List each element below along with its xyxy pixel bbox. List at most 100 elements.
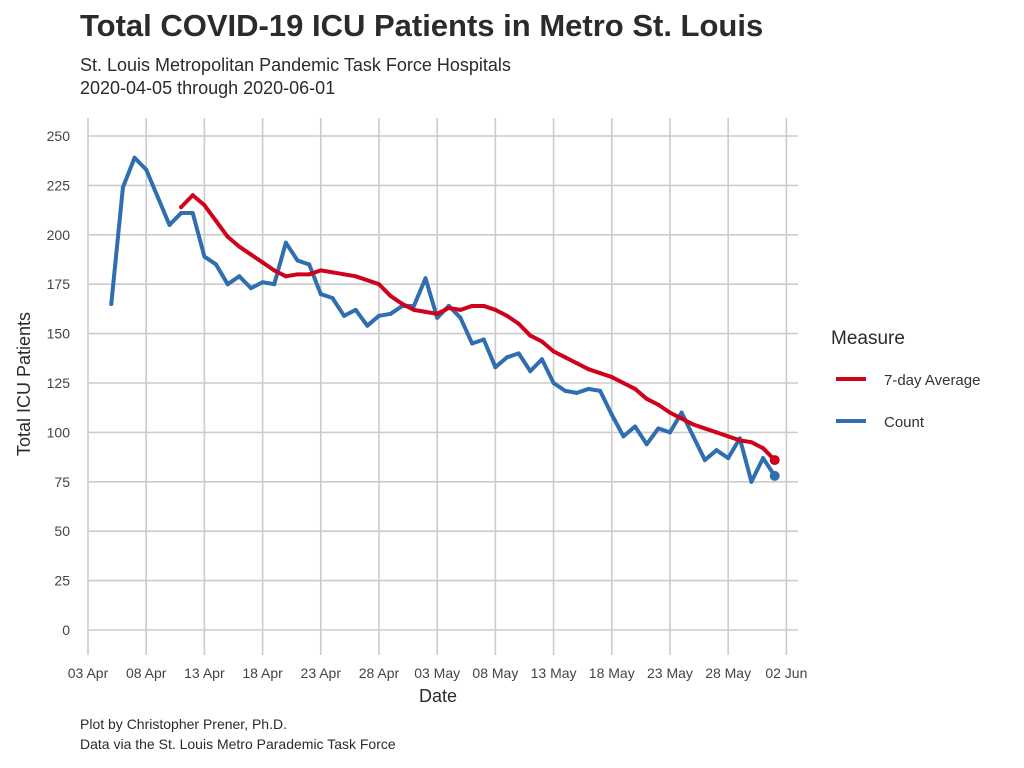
data-point-7-day-average — [400, 301, 405, 306]
data-point-count — [295, 258, 300, 263]
y-tick-label: 25 — [54, 573, 70, 589]
data-point-7-day-average — [214, 218, 219, 223]
data-point-count — [609, 412, 614, 417]
data-point-7-day-average — [644, 396, 649, 401]
data-point-count — [435, 315, 440, 320]
data-point-7-day-average — [342, 272, 347, 277]
data-point-7-day-average — [749, 440, 754, 445]
x-tick-label: 18 Apr — [242, 665, 283, 681]
x-tick-label: 28 Apr — [359, 665, 400, 681]
legend-label-7-day-average: 7-day Average — [884, 372, 980, 389]
data-point-7-day-average — [539, 339, 544, 344]
x-tick-label: 03 May — [414, 665, 460, 681]
data-point-7-day-average — [516, 321, 521, 326]
data-point-count — [563, 388, 568, 393]
data-point-count — [330, 296, 335, 301]
x-tick-labels: 03 Apr 08 Apr 13 Apr 18 Apr 23 Apr 28 Apr 03 M… — [68, 665, 808, 681]
data-point-count — [260, 280, 265, 285]
data-point-7-day-average — [458, 307, 463, 312]
data-point-count — [539, 357, 544, 362]
data-point-7-day-average — [633, 386, 638, 391]
data-point-7-day-average — [551, 349, 556, 354]
data-point-count — [132, 155, 137, 160]
data-point-count — [528, 369, 533, 374]
y-tick-label: 175 — [47, 276, 71, 292]
x-tick-label: 13 Apr — [184, 665, 225, 681]
data-point-7-day-average — [330, 270, 335, 275]
data-point-count — [656, 426, 661, 431]
x-tick-label: 08 Apr — [126, 665, 167, 681]
data-point-7-day-average — [679, 416, 684, 421]
data-point-count — [248, 286, 253, 291]
data-point-count — [167, 222, 172, 227]
data-point-count — [644, 442, 649, 447]
data-point-7-day-average — [283, 274, 288, 279]
data-point-7-day-average — [505, 313, 510, 318]
data-point-count — [272, 282, 277, 287]
data-point-count — [214, 262, 219, 267]
data-point-count — [155, 195, 160, 200]
data-point-count — [598, 388, 603, 393]
data-point-7-day-average — [737, 438, 742, 443]
data-point-count — [190, 211, 195, 216]
caption-author: Plot by Christopher Prener, Ph.D. — [80, 716, 287, 732]
data-point-count — [516, 351, 521, 356]
data-point-7-day-average — [388, 294, 393, 299]
data-point-count — [505, 355, 510, 360]
data-point-count — [633, 424, 638, 429]
x-tick-label: 08 May — [472, 665, 518, 681]
data-point-7-day-average — [202, 203, 207, 208]
data-point-count — [388, 311, 393, 316]
data-point-count — [586, 386, 591, 391]
data-point-count — [318, 292, 323, 297]
data-point-count — [493, 365, 498, 370]
x-tick-label: 18 May — [589, 665, 635, 681]
data-point-7-day-average — [423, 309, 428, 314]
x-tick-label: 13 May — [531, 665, 577, 681]
data-point-7-day-average — [574, 361, 579, 366]
data-point-count — [667, 430, 672, 435]
x-tick-label: 28 May — [705, 665, 751, 681]
data-point-count — [423, 276, 428, 281]
data-point-7-day-average — [726, 434, 731, 439]
x-tick-label: 23 Apr — [301, 665, 342, 681]
data-point-7-day-average — [190, 193, 195, 198]
data-point-7-day-average — [307, 272, 312, 277]
x-gridlines — [87, 118, 788, 655]
data-point-count — [120, 185, 125, 190]
data-point-count — [283, 240, 288, 245]
data-point-7-day-average — [656, 402, 661, 407]
data-point-count — [376, 313, 381, 318]
data-point-7-day-average — [225, 234, 230, 239]
legend-label-count: Count — [884, 414, 925, 431]
y-tick-label: 125 — [47, 375, 71, 391]
data-point-count — [109, 301, 114, 306]
data-point-count — [225, 282, 230, 287]
data-point-count — [551, 381, 556, 385]
data-point-7-day-average — [563, 355, 568, 360]
data-point-7-day-average — [702, 426, 707, 431]
data-point-count — [353, 307, 358, 312]
data-point-count — [365, 323, 370, 328]
data-point-7-day-average — [435, 311, 440, 316]
data-point-7-day-average — [761, 446, 766, 451]
data-point-7-day-average — [446, 305, 451, 310]
data-point-7-day-average — [586, 367, 591, 372]
series-line-7-day-average — [179, 193, 777, 463]
data-point-7-day-average — [411, 307, 416, 312]
data-point-7-day-average — [493, 307, 498, 312]
data-point-count — [679, 410, 684, 415]
data-point-7-day-average — [609, 375, 614, 380]
y-tick-label: 225 — [47, 177, 71, 193]
data-point-7-day-average — [528, 333, 533, 338]
data-point-7-day-average — [179, 205, 184, 210]
data-point-7-day-average — [481, 303, 486, 308]
data-point-7-day-average — [260, 260, 265, 265]
data-point-7-day-average — [237, 244, 242, 249]
data-point-count — [342, 313, 347, 318]
data-point-count — [237, 274, 242, 279]
data-point-count — [202, 254, 207, 259]
y-tick-label: 200 — [47, 227, 71, 243]
chart-date-range: 2020-04-05 through 2020-06-01 — [80, 78, 336, 98]
data-point-count — [749, 479, 754, 484]
